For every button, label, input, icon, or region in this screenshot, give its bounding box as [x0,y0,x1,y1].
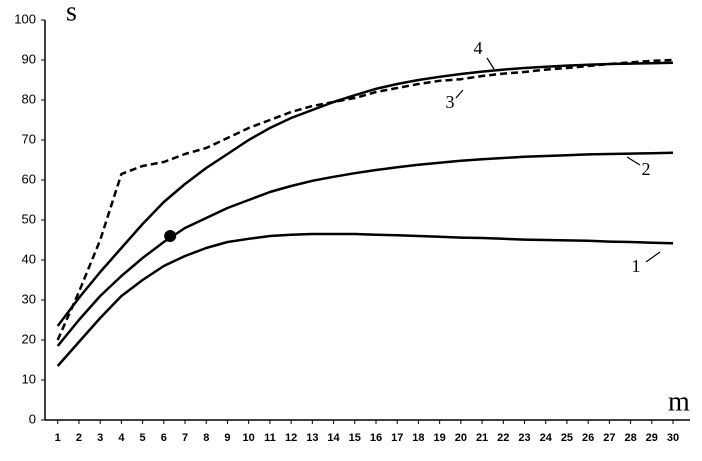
series-line [56,151,674,347]
x-tick-label: 17 [391,432,403,444]
y-tick-label: 50 [22,211,36,226]
x-tick-label: 23 [518,432,530,444]
series-line [56,61,674,327]
curve-label-leader [645,251,661,263]
y-tick-label: 30 [22,291,36,306]
x-tick-label: 18 [412,432,424,444]
y-tick-label: 20 [22,331,36,346]
x-tick-label: 28 [624,432,636,444]
x-tick-label: 19 [434,432,446,444]
y-tick-label: 70 [22,131,36,146]
y-tick-label: 90 [22,51,36,66]
y-tick-label: 0 [29,411,36,426]
curve-label: 4 [474,38,483,58]
x-tick-label: 20 [455,432,467,444]
x-tick-label: 7 [182,432,188,444]
x-tick-label: 22 [497,432,509,444]
curve-label-leader [626,156,641,166]
x-tick-label: 9 [224,432,230,444]
x-tick-label: 27 [603,432,615,444]
x-tick-label: 26 [582,432,594,444]
series-line [56,232,674,367]
y-axis-label: s [66,0,77,27]
x-tick-label: 13 [306,432,318,444]
x-tick-label: 24 [540,432,553,444]
x-tick-label: 15 [349,432,361,444]
x-tick-label: 29 [646,432,658,444]
x-tick-label: 12 [285,432,297,444]
x-tick-label: 3 [97,432,103,444]
x-tick-label: 16 [370,432,382,444]
series-line [56,58,674,341]
curve-label: 2 [642,159,651,179]
x-tick-label: 6 [161,432,167,444]
x-tick-label: 2 [76,432,82,444]
y-tick-label: 80 [22,91,36,106]
x-tick-label: 8 [203,432,209,444]
curve-label: 3 [446,92,455,112]
x-tick-label: 5 [140,432,146,444]
x-tick-label: 11 [264,432,276,444]
x-tick-label: 21 [476,432,488,444]
x-tick-label: 30 [667,432,679,444]
x-tick-label: 1 [55,432,61,444]
y-tick-label: 40 [22,251,36,266]
curve-label: 1 [632,256,641,276]
x-tick-label: 25 [561,432,573,444]
y-tick-label: 10 [22,371,36,386]
curve-label-leader [455,89,464,99]
x-tick-label: 14 [327,432,340,444]
x-tick-label: 10 [243,432,255,444]
x-axis-label: m [668,386,690,417]
point [164,230,177,242]
y-tick-label: 60 [22,171,36,186]
curve-label-leader [486,57,495,70]
y-tick-label: 100 [14,11,36,26]
x-tick-label: 4 [118,432,125,444]
